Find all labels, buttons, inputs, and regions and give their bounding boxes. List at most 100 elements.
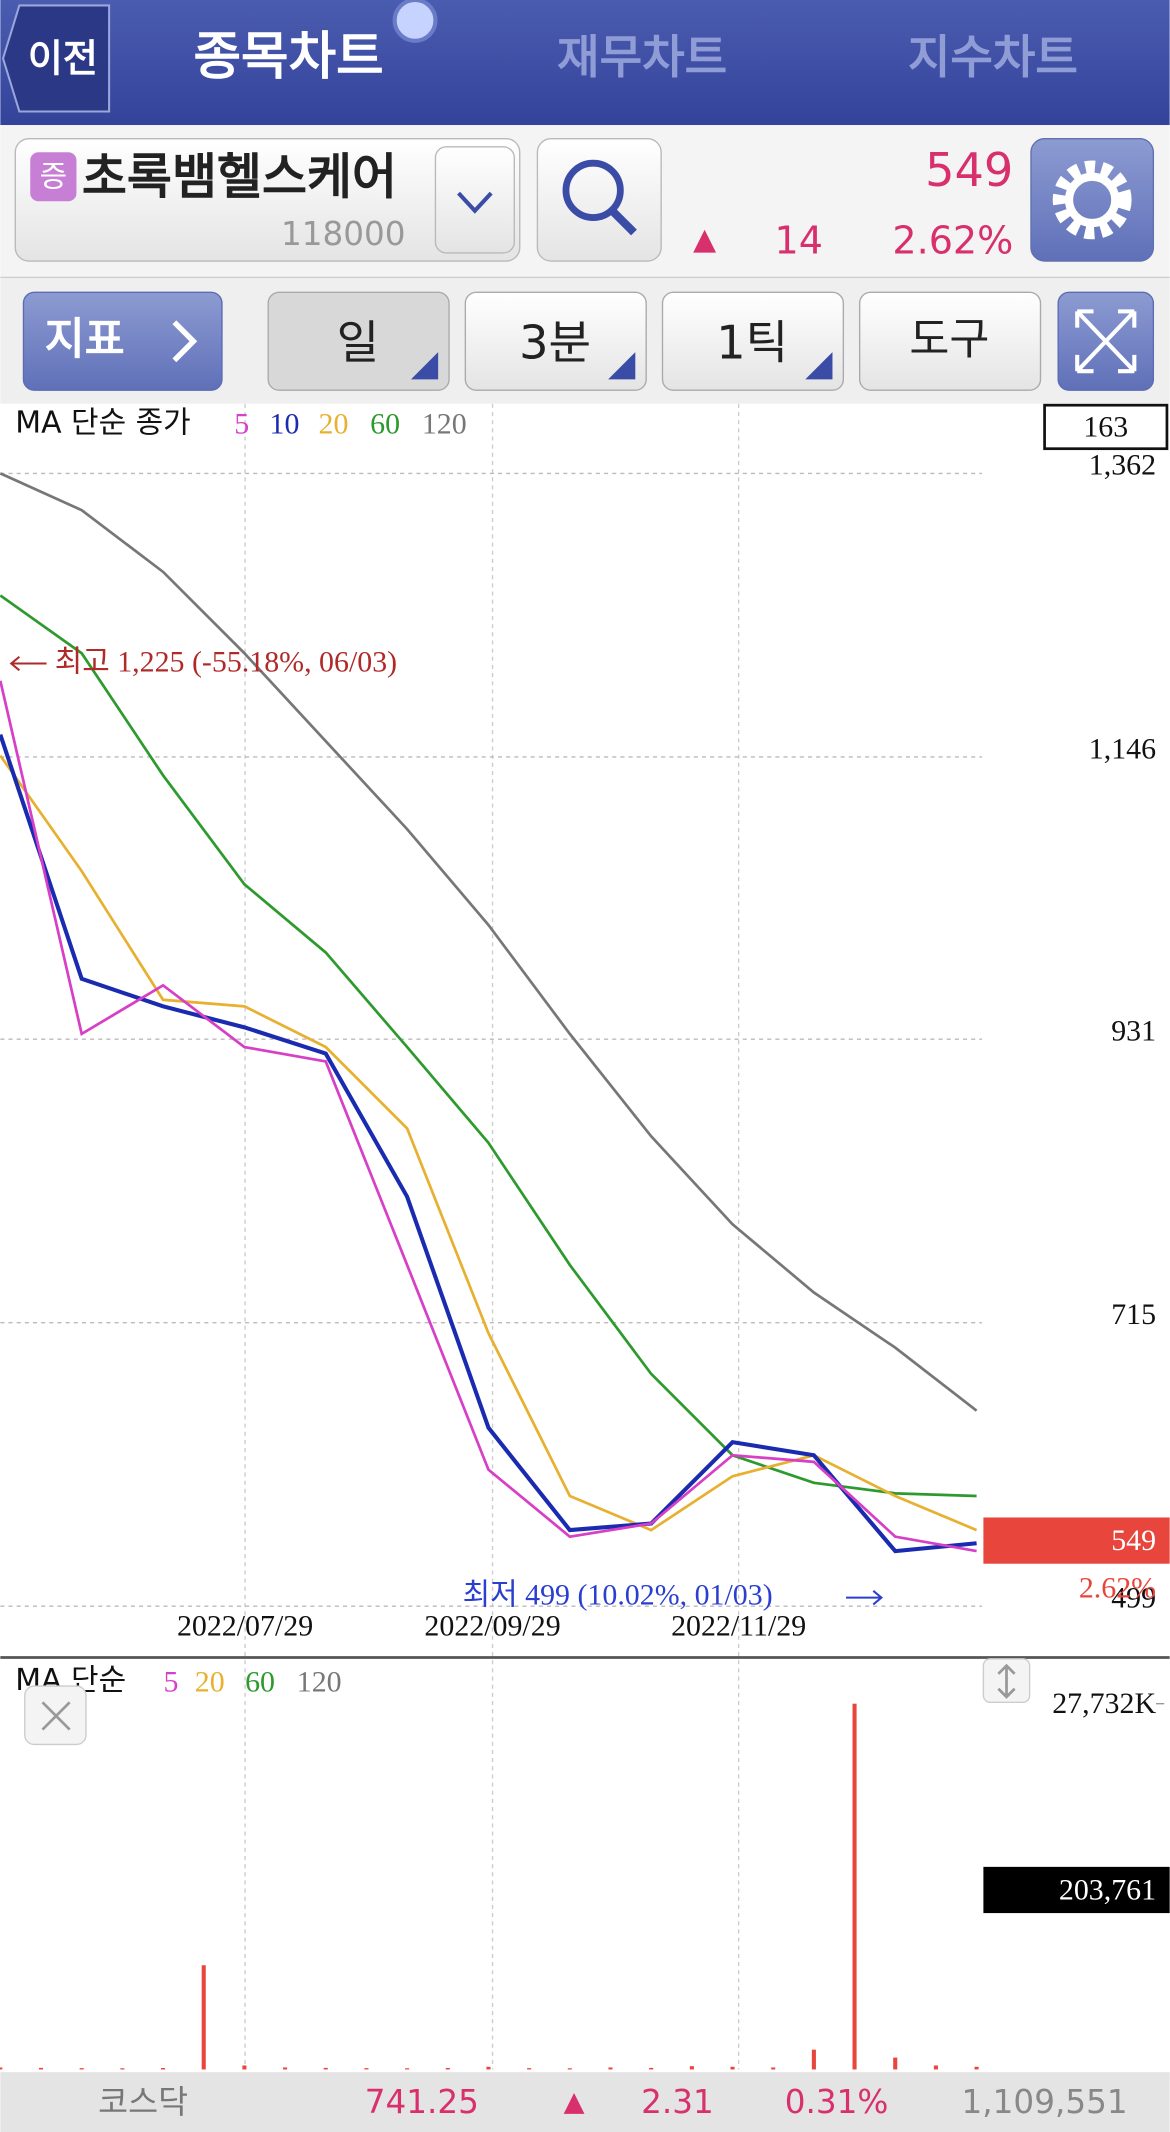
legend-entry: 20	[319, 408, 349, 441]
legend-entry: 120	[422, 408, 467, 441]
up-sign: ▲	[564, 2087, 585, 2118]
volume-bar	[283, 2067, 288, 2070]
stock-name: 초록뱀헬스케어	[82, 148, 397, 205]
header-bar	[0, 0, 1170, 126]
expand-icon	[1075, 309, 1137, 374]
volume-bar	[893, 2057, 898, 2070]
settings-button[interactable]	[1030, 138, 1155, 262]
badge-text: 증	[40, 159, 68, 194]
resize-icon	[997, 1663, 1016, 1699]
toolbar-label[interactable]: 3분	[519, 316, 591, 370]
index-name: 코스닥	[98, 2083, 188, 2121]
index-change: 2.31	[641, 2083, 714, 2121]
volume-bar	[445, 2068, 450, 2070]
last-price: 549	[1111, 1524, 1156, 1557]
index-value: 741.25	[365, 2083, 479, 2121]
toolbar-label[interactable]: 1틱	[716, 316, 788, 370]
ma-line	[0, 472, 978, 1412]
search-button[interactable]	[536, 138, 662, 262]
ma-line	[0, 733, 977, 1554]
plot-area	[0, 403, 1170, 1657]
last-price-box	[983, 1517, 1170, 1564]
dropdown-button[interactable]	[434, 146, 515, 254]
y-tick-label: 931	[1111, 1014, 1156, 1047]
y-tick-label: 1,362	[1089, 449, 1156, 482]
refresh-icon[interactable]	[392, 0, 438, 43]
legend-entry: 60	[245, 1665, 275, 1698]
tab-active[interactable]: 종목차트	[194, 27, 384, 87]
volume-box	[983, 1866, 1170, 1914]
volume-bar	[161, 2068, 166, 2070]
corner-mark	[410, 352, 439, 380]
volume-bar	[79, 2068, 84, 2070]
price-chart: 2022/07/29 2022/09/29 2022/11/29 1,362 1,146…	[0, 403, 1170, 2070]
period-button[interactable]	[661, 291, 845, 391]
volume-bar	[486, 2066, 491, 2070]
top-box-value: 163	[1083, 410, 1128, 443]
volume-bar	[242, 2065, 247, 2070]
x-tick-label: 2022/09/29	[424, 1610, 560, 1643]
ma-line	[0, 680, 977, 1553]
up-sign: ▲	[693, 222, 716, 257]
legend-title: MA 단순 종가	[15, 405, 190, 440]
volume-bar	[527, 2068, 532, 2070]
y-tick-label: 27,732K	[1052, 1687, 1156, 1720]
volume-bar	[811, 2049, 816, 2070]
gear-icon	[1064, 172, 1120, 228]
x-tick-label: 2022/07/29	[177, 1610, 313, 1643]
tab[interactable]: 재무차트	[557, 30, 727, 84]
toolbar-label[interactable]: 일	[337, 316, 380, 370]
toolbar-label[interactable]: 도구	[909, 315, 989, 365]
change-pct: 2.62%	[892, 219, 1013, 263]
back-label[interactable]: 이전	[28, 36, 98, 80]
stock-box[interactable]	[14, 138, 521, 262]
tool-button[interactable]	[858, 291, 1042, 391]
stock-code: 118000	[281, 215, 406, 253]
volume-bar	[649, 2067, 654, 2070]
volume-bar	[201, 1965, 206, 2070]
search-icon	[562, 159, 624, 221]
volume-bar	[608, 2067, 613, 2070]
volume-bar	[364, 2068, 369, 2070]
volume-bar	[38, 2067, 44, 2070]
volume-bar	[974, 2066, 979, 2070]
volume-bar	[689, 2066, 694, 2070]
top-box	[1043, 403, 1169, 451]
low-arrow	[846, 1590, 884, 1606]
volume-bar	[323, 2067, 328, 2070]
search-icon	[609, 207, 637, 236]
volume-bar	[730, 2066, 735, 2070]
low-annotation: 최저 499 (10.02%, 01/03)	[463, 1578, 773, 1611]
index-change-pct: 0.31%	[785, 2083, 889, 2121]
volume-bar	[120, 2068, 125, 2070]
legend-entry: 10	[270, 408, 300, 441]
volume-bar	[933, 2065, 938, 2070]
badge	[30, 152, 77, 202]
back-button[interactable]	[1, 4, 111, 113]
volume-bar	[405, 2068, 410, 2070]
legend-entry: 5	[163, 1665, 178, 1698]
chevron	[172, 320, 198, 363]
volume-bar	[852, 1703, 857, 2070]
legend-entry: 5	[234, 408, 249, 441]
footer-bar	[0, 2072, 1170, 2132]
y-tick-label: 499	[1111, 1582, 1156, 1615]
tab[interactable]: 지수차트	[908, 30, 1078, 84]
period-button[interactable]	[267, 291, 450, 391]
ma-line	[0, 594, 977, 1498]
indicator-button[interactable]	[22, 291, 223, 391]
high-annotation: 최고 1,225 (-55.18%, 06/03)	[55, 646, 397, 679]
toolbar-label[interactable]: 지표	[45, 315, 125, 365]
period-button[interactable]	[464, 291, 647, 391]
high-arrow	[9, 655, 47, 672]
gear-icon	[1052, 160, 1132, 240]
dropdown-icon	[457, 191, 493, 214]
price: 549	[925, 143, 1013, 197]
last-pct: 2.62%	[1079, 1572, 1156, 1605]
index-volume: 1,109,551	[962, 2083, 1128, 2121]
volume-bar	[771, 2067, 776, 2070]
volume-box-text: 203,761	[1059, 1873, 1156, 1906]
